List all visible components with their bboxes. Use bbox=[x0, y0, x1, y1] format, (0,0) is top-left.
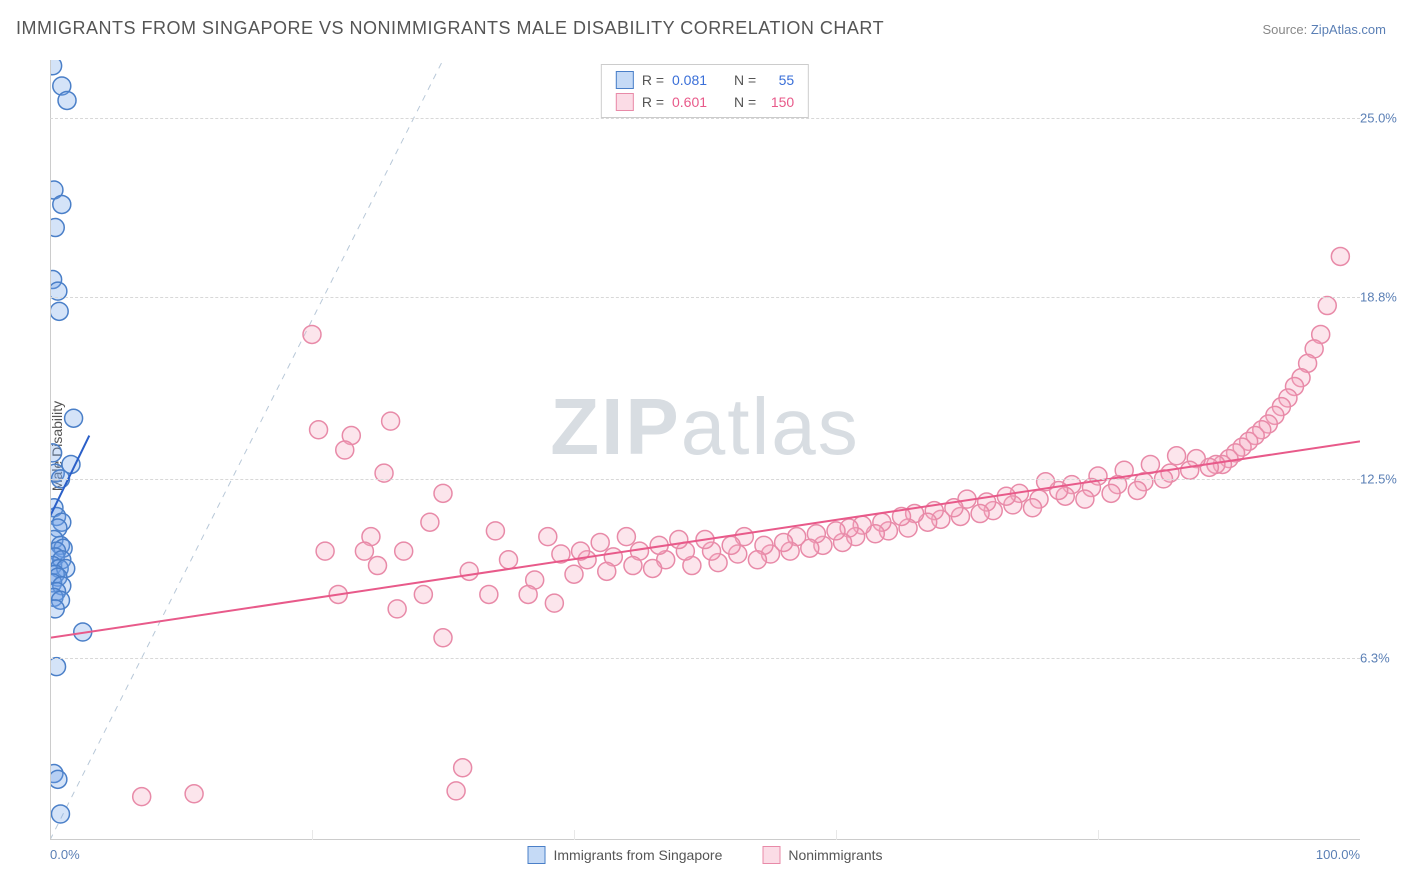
y-tick-label: 18.8% bbox=[1360, 289, 1406, 304]
legend-swatch bbox=[616, 93, 634, 111]
legend-n-value: 150 bbox=[764, 91, 794, 113]
source-prefix: Source: bbox=[1262, 22, 1310, 37]
legend-swatch bbox=[616, 71, 634, 89]
legend-n-prefix: N = bbox=[734, 91, 756, 113]
source-line: Source: ZipAtlas.com bbox=[1262, 22, 1386, 37]
scatter-svg bbox=[50, 60, 1360, 840]
legend-stats: R = 0.081 N = 55 R = 0.601 N = 150 bbox=[601, 64, 809, 118]
gridline-h bbox=[50, 297, 1360, 298]
legend-label: Immigrants from Singapore bbox=[554, 847, 723, 863]
legend-item: Nonimmigrants bbox=[762, 846, 882, 864]
x-tick bbox=[312, 830, 313, 840]
x-tick bbox=[574, 830, 575, 840]
legend-item: Immigrants from Singapore bbox=[528, 846, 723, 864]
gridline-h bbox=[50, 479, 1360, 480]
legend-r-value: 0.601 bbox=[672, 91, 718, 113]
y-tick-label: 25.0% bbox=[1360, 110, 1406, 125]
legend-r-prefix: R = bbox=[642, 69, 664, 91]
legend-n-prefix: N = bbox=[734, 69, 756, 91]
x-tick-label: 100.0% bbox=[1316, 847, 1360, 862]
source-link[interactable]: ZipAtlas.com bbox=[1311, 22, 1386, 37]
legend-r-value: 0.081 bbox=[672, 69, 718, 91]
legend-r-prefix: R = bbox=[642, 91, 664, 113]
legend-label: Nonimmigrants bbox=[788, 847, 882, 863]
legend-swatch bbox=[528, 846, 546, 864]
chart-title: IMMIGRANTS FROM SINGAPORE VS NONIMMIGRAN… bbox=[16, 18, 884, 39]
legend-bottom: Immigrants from Singapore Nonimmigrants bbox=[528, 846, 883, 864]
x-tick-label: 0.0% bbox=[50, 847, 80, 862]
legend-n-value: 55 bbox=[764, 69, 794, 91]
legend-stat-row: R = 0.601 N = 150 bbox=[616, 91, 794, 113]
gridline-h bbox=[50, 658, 1360, 659]
x-tick bbox=[836, 830, 837, 840]
gridline-h bbox=[50, 118, 1360, 119]
x-tick bbox=[1098, 830, 1099, 840]
legend-stat-row: R = 0.081 N = 55 bbox=[616, 69, 794, 91]
y-tick-label: 6.3% bbox=[1360, 651, 1406, 666]
y-axis bbox=[50, 60, 51, 840]
plot-area: ZIPatlas R = 0.081N = 55R = 0.601N = 150… bbox=[50, 60, 1360, 840]
x-axis bbox=[50, 839, 1360, 840]
legend-swatch bbox=[762, 846, 780, 864]
y-tick-label: 12.5% bbox=[1360, 471, 1406, 486]
